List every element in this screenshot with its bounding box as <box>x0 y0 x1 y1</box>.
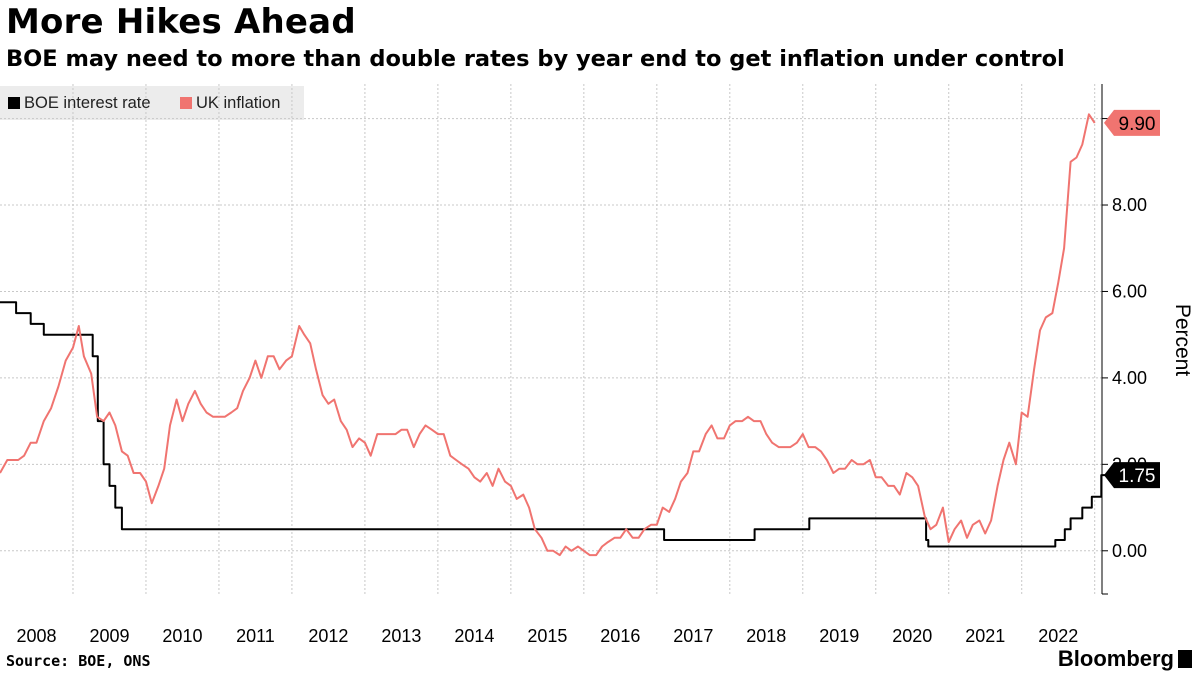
chart-subtitle: BOE may need to more than double rates b… <box>6 46 1065 72</box>
y-tick-label-0: 0.00 <box>1112 541 1147 561</box>
legend-swatch-uk-inflation <box>180 97 192 109</box>
x-tick-label-13: 2021 <box>965 626 1005 646</box>
brand-text: Bloomberg <box>1057 646 1174 671</box>
x-tick-label-12: 2020 <box>892 626 932 646</box>
end-value-flag-1 <box>1104 109 1160 136</box>
x-tick-label-0: 2008 <box>16 626 56 646</box>
bloomberg-icon <box>1178 650 1192 668</box>
x-tick-label-11: 2019 <box>819 626 859 646</box>
x-tick-label-3: 2011 <box>236 626 275 646</box>
x-tick-label-14: 2022 <box>1038 626 1078 646</box>
end-value-label-1: 9.90 <box>1119 114 1156 135</box>
x-tick-label-7: 2015 <box>527 626 567 646</box>
y-tick-label-3: 6.00 <box>1112 281 1147 301</box>
y-tick-label-2: 4.00 <box>1112 368 1147 388</box>
x-tick-label-4: 2012 <box>308 626 348 646</box>
x-tick-label-9: 2017 <box>673 626 713 646</box>
chart-title: More Hikes Ahead <box>6 2 356 42</box>
brand-logo: Bloomberg <box>1058 646 1192 672</box>
legend-item-uk-inflation: UK inflation <box>180 86 280 120</box>
series-line-0 <box>0 301 1110 548</box>
x-tick-label-10: 2018 <box>746 626 786 646</box>
x-tick-label-2: 2010 <box>162 626 202 646</box>
x-tick-label-5: 2013 <box>381 626 421 646</box>
legend-swatch-boe-rate <box>8 97 20 109</box>
legend-item-boe-rate: BOE interest rate <box>8 86 151 120</box>
legend: BOE interest rate UK inflation <box>0 86 304 120</box>
end-value-label-0: 1.75 <box>1119 466 1156 487</box>
y-axis-label: Percent <box>1171 304 1194 377</box>
x-tick-label-1: 2009 <box>89 626 129 646</box>
x-tick-label-6: 2014 <box>454 626 494 646</box>
legend-label-uk-inflation: UK inflation <box>196 94 281 112</box>
source-note: Source: BOE, ONS <box>6 652 151 670</box>
series-line-1 <box>0 113 1096 557</box>
end-value-flag-0 <box>1104 462 1160 489</box>
y-tick-label-4: 8.00 <box>1112 195 1147 215</box>
x-tick-label-8: 2016 <box>600 626 640 646</box>
legend-label-boe-rate: BOE interest rate <box>24 94 151 112</box>
